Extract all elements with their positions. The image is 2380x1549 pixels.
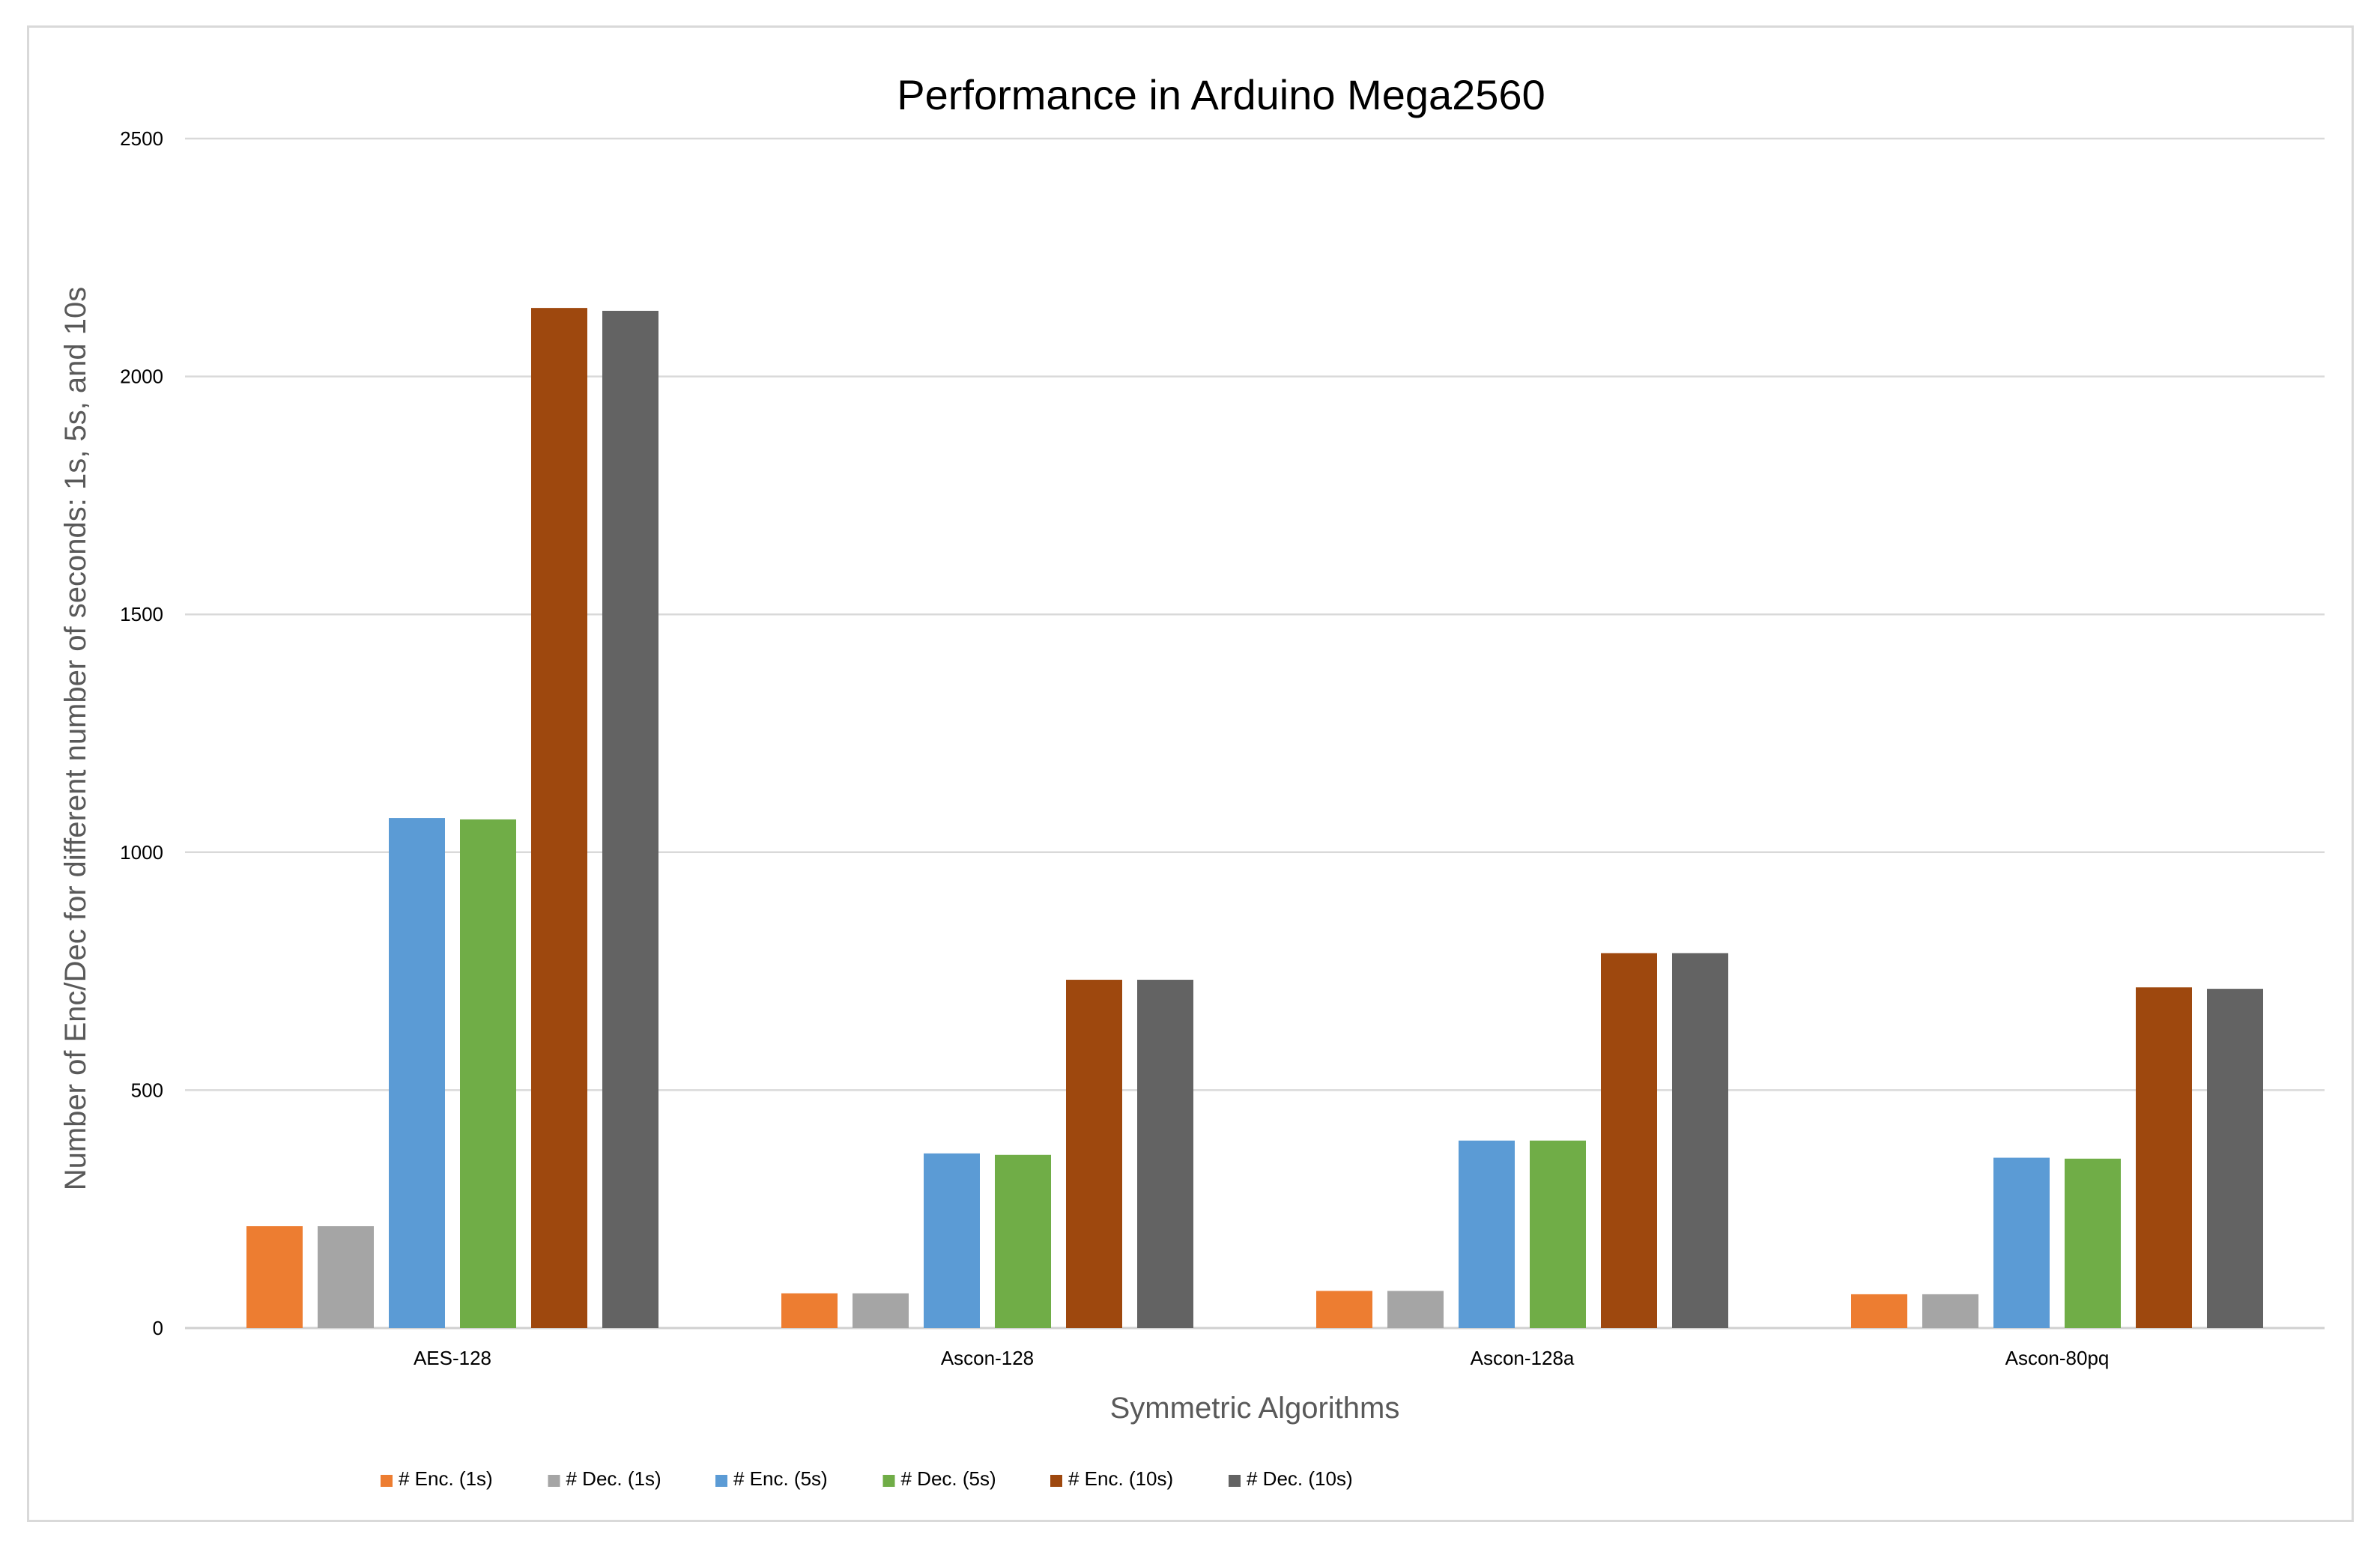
chart-title: Performance in Arduino Mega2560 (897, 71, 1545, 118)
bar (781, 1293, 838, 1328)
bar (1387, 1291, 1444, 1328)
x-tick-labels: AES-128 Ascon-128 Ascon-128a Ascon-80pq (414, 1347, 2109, 1369)
x-tick-label: Ascon-128a (1471, 1347, 1575, 1369)
y-tick-label: 1500 (120, 603, 163, 625)
bar (1601, 953, 1657, 1328)
legend-swatch (1050, 1475, 1062, 1487)
legend-label: # Enc. (5s) (733, 1467, 828, 1490)
bar (924, 1153, 980, 1328)
bar (1851, 1294, 1907, 1328)
y-tick-label: 1000 (120, 841, 163, 864)
bar (1530, 1140, 1586, 1328)
legend-swatch (1229, 1475, 1241, 1487)
y-tick-label: 500 (131, 1079, 163, 1101)
y-tick-label: 2000 (120, 366, 163, 388)
legend-label: # Dec. (5s) (901, 1467, 996, 1490)
legend-swatch (548, 1475, 560, 1487)
bar (2207, 989, 2263, 1328)
bar (1137, 980, 1193, 1328)
y-tick-label: 2500 (120, 127, 163, 150)
bar (853, 1293, 909, 1328)
y-tick-label: 0 (153, 1317, 163, 1339)
bar (1993, 1157, 2050, 1328)
legend: # Enc. (1s) # Dec. (1s) # Enc. (5s) # Dec. … (381, 1467, 1353, 1490)
bar (1672, 953, 1728, 1328)
x-tick-label: Ascon-128 (941, 1347, 1034, 1369)
legend-swatch (381, 1475, 393, 1487)
bar (1459, 1140, 1515, 1328)
bar (602, 310, 658, 1329)
legend-swatch (882, 1475, 895, 1487)
bar (1922, 1294, 1978, 1328)
x-tick-label: AES-128 (414, 1347, 491, 1369)
bar (318, 1226, 374, 1328)
y-axis-title: Number of Enc/Dec for different number o… (59, 287, 92, 1191)
bar (1066, 980, 1122, 1328)
x-axis-title: Symmetric Algorithms (1110, 1392, 1400, 1425)
legend-swatch (715, 1475, 727, 1487)
x-tick-label: Ascon-80pq (2005, 1347, 2110, 1369)
bar (389, 818, 445, 1328)
legend-label: # Enc. (10s) (1068, 1467, 1173, 1490)
bar (460, 819, 516, 1328)
bar (531, 308, 587, 1328)
legend-label: # Enc. (1s) (399, 1467, 493, 1490)
bars (246, 308, 2263, 1329)
legend-label: # Dec. (1s) (566, 1467, 661, 1490)
y-tick-labels: 0 500 1000 1500 2000 2500 (120, 127, 163, 1339)
bar (246, 1226, 303, 1328)
bar (995, 1154, 1051, 1328)
bar (1316, 1291, 1372, 1328)
bar (2065, 1158, 2121, 1328)
bar (2136, 987, 2192, 1328)
legend-label: # Dec. (10s) (1247, 1467, 1353, 1490)
